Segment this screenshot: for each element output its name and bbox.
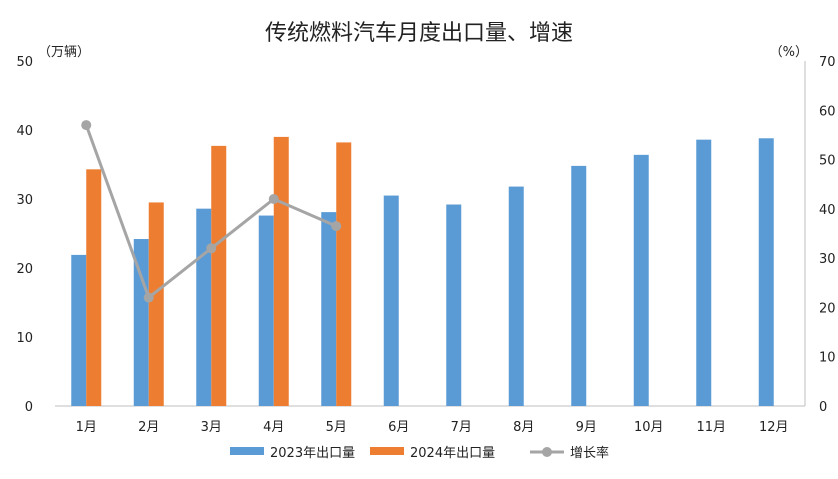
left-axis-tick-label: 10 <box>16 331 33 346</box>
left-axis-tick-label: 50 <box>16 55 33 70</box>
left-axis-tick-label: 40 <box>16 124 33 139</box>
right-axis-tick-label: 50 <box>819 154 836 169</box>
legend: 2023年出口量 2024年出口量 增长率 <box>230 445 609 461</box>
bar-2024 <box>86 169 102 406</box>
bar-2023 <box>696 139 712 406</box>
chart-title: 传统燃料汽车月度出口量、增速 <box>265 21 573 46</box>
x-axis-tick-label: 3月 <box>201 420 222 435</box>
legend-label: 2024年出口量 <box>410 446 495 461</box>
left-axis-tick-label: 0 <box>25 400 33 415</box>
right-axis-tick-label: 10 <box>819 351 836 366</box>
growth-rate-point <box>81 120 92 131</box>
legend-swatch-growth-marker <box>542 447 552 457</box>
bar-2023 <box>133 239 149 406</box>
right-axis-unit: （%） <box>770 45 808 60</box>
bar-2024 <box>211 145 227 406</box>
bar-2024 <box>148 202 164 406</box>
x-axis-tick-label: 10月 <box>634 420 664 435</box>
bar-2023 <box>758 138 774 406</box>
x-axis-tick-label: 4月 <box>263 420 284 435</box>
x-axis-tick-label: 8月 <box>513 420 534 435</box>
bar-2023 <box>508 186 524 406</box>
bar-2024 <box>336 142 352 407</box>
bar-2023 <box>71 254 87 406</box>
x-axis-tick-label: 6月 <box>388 420 409 435</box>
left-axis-tick-label: 30 <box>16 193 33 208</box>
x-axis-tick-label: 5月 <box>326 420 347 435</box>
bar-2024 <box>273 136 289 406</box>
bar-2023 <box>446 204 462 406</box>
x-axis-tick-label: 7月 <box>451 420 472 435</box>
right-axis-tick-label: 20 <box>819 301 836 316</box>
right-axis-tick-label: 30 <box>819 252 836 267</box>
right-axis-tick-label: 70 <box>819 55 836 70</box>
legend-swatch-2024 <box>370 447 404 455</box>
right-axis-tick-label: 60 <box>819 104 836 119</box>
bar-2023 <box>383 195 399 406</box>
growth-rate-point <box>268 194 279 204</box>
left-axis-tick-label: 20 <box>16 262 33 277</box>
right-axis-tick-label: 40 <box>819 203 836 218</box>
x-axis-tick-label: 9月 <box>576 420 597 435</box>
x-axis-tick-label: 2月 <box>138 420 159 435</box>
bar-2023 <box>633 154 649 406</box>
x-axis-tick-label: 11月 <box>696 420 726 435</box>
growth-rate-point <box>206 243 217 254</box>
legend-label: 增长率 <box>570 445 609 461</box>
x-axis-tick-label: 12月 <box>759 420 789 435</box>
bar-2023 <box>196 208 212 406</box>
bar-2023 <box>571 165 587 406</box>
plot-area: 0 10 20 30 40 50 0 10 20 30 40 50 60 70 1月 2月 3月 4月 5月 6月 7月… <box>16 55 835 435</box>
growth-rate-point <box>143 292 154 303</box>
right-axis-tick-label: 0 <box>819 400 827 415</box>
legend-label: 2023年出口量 <box>270 446 355 461</box>
growth-rate-point <box>331 221 342 232</box>
legend-swatch-2023 <box>230 447 264 455</box>
x-axis-tick-label: 1月 <box>76 420 97 435</box>
left-axis-unit: （万辆） <box>38 45 90 60</box>
bar-2023 <box>321 212 337 406</box>
bar-2023 <box>258 215 274 406</box>
